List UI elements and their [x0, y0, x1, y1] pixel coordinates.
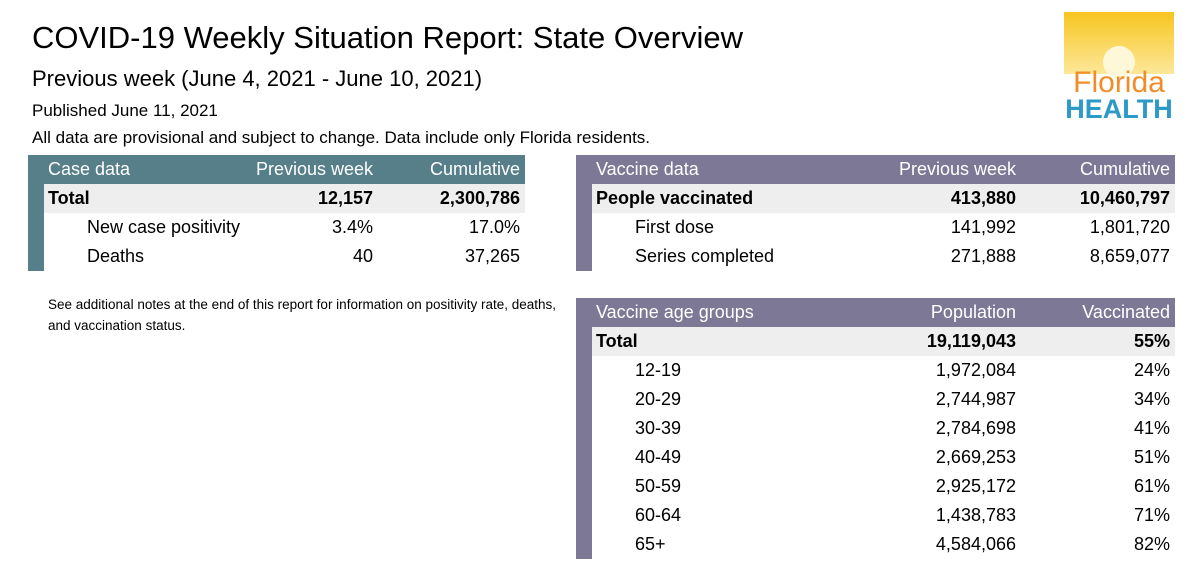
- table-stripe: [576, 298, 592, 559]
- table-header: [576, 298, 1175, 327]
- table-cell: 10,460,797: [1079, 188, 1170, 208]
- disclaimer: All data are provisional and subject to …: [32, 128, 651, 147]
- table-cell: 71%: [1133, 505, 1170, 525]
- table-cell: 34%: [1133, 389, 1170, 409]
- table-cell: New case positivity: [87, 217, 241, 237]
- column-header: Vaccinated: [1082, 302, 1170, 322]
- column-header: Cumulative: [429, 159, 520, 179]
- column-header: Case data: [48, 159, 131, 179]
- table-cell: 60-64: [635, 505, 682, 525]
- column-header: Vaccine age groups: [596, 302, 754, 322]
- total-row: [44, 184, 525, 213]
- table-cell: 82%: [1133, 534, 1170, 554]
- table-cell: 55%: [1133, 331, 1170, 351]
- table-cell: Total: [48, 188, 90, 208]
- table-cell: 141,992: [950, 217, 1016, 237]
- logo-text: Florida: [1073, 66, 1165, 99]
- column-header: Cumulative: [1079, 159, 1170, 179]
- table-cell: Deaths: [87, 246, 145, 266]
- table-cell: 65+: [635, 534, 666, 554]
- table-cell: 271,888: [950, 246, 1016, 266]
- logo: Florida HEALTH: [1064, 12, 1174, 122]
- table-cell: 30-39: [635, 418, 682, 438]
- table-cell: 41%: [1133, 418, 1170, 438]
- table-cell: 24%: [1133, 360, 1170, 380]
- column-header: Vaccine data: [596, 159, 699, 179]
- table-cell: 2,744,987: [935, 389, 1016, 409]
- table-cell: 50-59: [635, 476, 682, 496]
- column-header: Population: [930, 302, 1016, 322]
- logo-text: HEALTH: [1065, 94, 1173, 122]
- table-cell: 19,119,043: [926, 331, 1016, 351]
- table-cell: 12-19: [635, 360, 682, 380]
- table-cell: 37,265: [464, 246, 520, 266]
- table-header: [28, 155, 525, 184]
- total-row: [592, 184, 1175, 213]
- table-cell: 1,972,084: [935, 360, 1016, 380]
- note: See additional notes at the end of this …: [48, 297, 557, 333]
- table-cell: 1,438,783: [935, 505, 1016, 525]
- table-cell: 2,300,786: [439, 188, 520, 208]
- table-cell: Total: [596, 331, 638, 351]
- table-stripe: [576, 155, 592, 271]
- logo-sun-disc: [1103, 46, 1135, 78]
- table-cell: First dose: [635, 217, 715, 237]
- table-cell: 20-29: [635, 389, 682, 409]
- table-cell: 61%: [1133, 476, 1170, 496]
- total-row: [592, 327, 1175, 356]
- table-cell: Series completed: [635, 246, 775, 266]
- table-cell: 2,784,698: [935, 418, 1016, 438]
- table-cell: 40: [352, 246, 373, 266]
- title: COVID-19 Weekly Situation Report: State …: [32, 20, 743, 55]
- table-cell: 12,157: [317, 188, 373, 208]
- column-header: Previous week: [898, 159, 1016, 179]
- table-cell: 413,880: [950, 188, 1016, 208]
- table-cell: 1,801,720: [1089, 217, 1170, 237]
- published-date: Published June 11, 2021: [32, 101, 218, 120]
- table-header: [576, 155, 1175, 184]
- table-cell: 2,669,253: [935, 447, 1016, 467]
- table-cell: 8,659,077: [1089, 246, 1170, 266]
- table-cell: People vaccinated: [596, 188, 754, 208]
- column-header: Previous week: [255, 159, 373, 179]
- table-cell: 2,925,172: [935, 476, 1016, 496]
- table-cell: 3.4%: [331, 217, 373, 237]
- table-cell: 51%: [1133, 447, 1170, 467]
- table-cell: 40-49: [635, 447, 682, 467]
- table-stripe: [28, 155, 44, 271]
- table-cell: 4,584,066: [935, 534, 1016, 554]
- subtitle: Previous week (June 4, 2021 - June 10, 2…: [32, 66, 483, 91]
- table-cell: 17.0%: [468, 217, 520, 237]
